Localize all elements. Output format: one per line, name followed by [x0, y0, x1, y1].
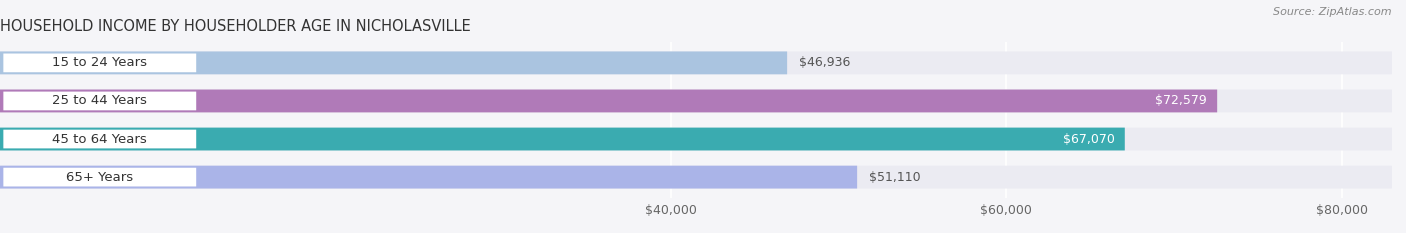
FancyBboxPatch shape: [0, 89, 1392, 112]
Text: $51,110: $51,110: [869, 171, 921, 184]
Text: $46,936: $46,936: [799, 56, 851, 69]
Text: 65+ Years: 65+ Years: [66, 171, 134, 184]
FancyBboxPatch shape: [0, 166, 858, 188]
FancyBboxPatch shape: [3, 54, 197, 72]
Text: HOUSEHOLD INCOME BY HOUSEHOLDER AGE IN NICHOLASVILLE: HOUSEHOLD INCOME BY HOUSEHOLDER AGE IN N…: [0, 19, 471, 34]
Text: 15 to 24 Years: 15 to 24 Years: [52, 56, 148, 69]
FancyBboxPatch shape: [3, 92, 197, 110]
Text: 25 to 44 Years: 25 to 44 Years: [52, 94, 148, 107]
FancyBboxPatch shape: [0, 128, 1392, 151]
FancyBboxPatch shape: [3, 168, 197, 186]
FancyBboxPatch shape: [0, 51, 787, 74]
FancyBboxPatch shape: [0, 51, 1392, 74]
FancyBboxPatch shape: [3, 130, 197, 148]
Text: 45 to 64 Years: 45 to 64 Years: [52, 133, 148, 146]
FancyBboxPatch shape: [0, 166, 1392, 188]
Text: $67,070: $67,070: [1063, 133, 1115, 146]
Text: $72,579: $72,579: [1156, 94, 1208, 107]
FancyBboxPatch shape: [0, 128, 1125, 151]
Text: Source: ZipAtlas.com: Source: ZipAtlas.com: [1274, 7, 1392, 17]
FancyBboxPatch shape: [0, 89, 1218, 112]
